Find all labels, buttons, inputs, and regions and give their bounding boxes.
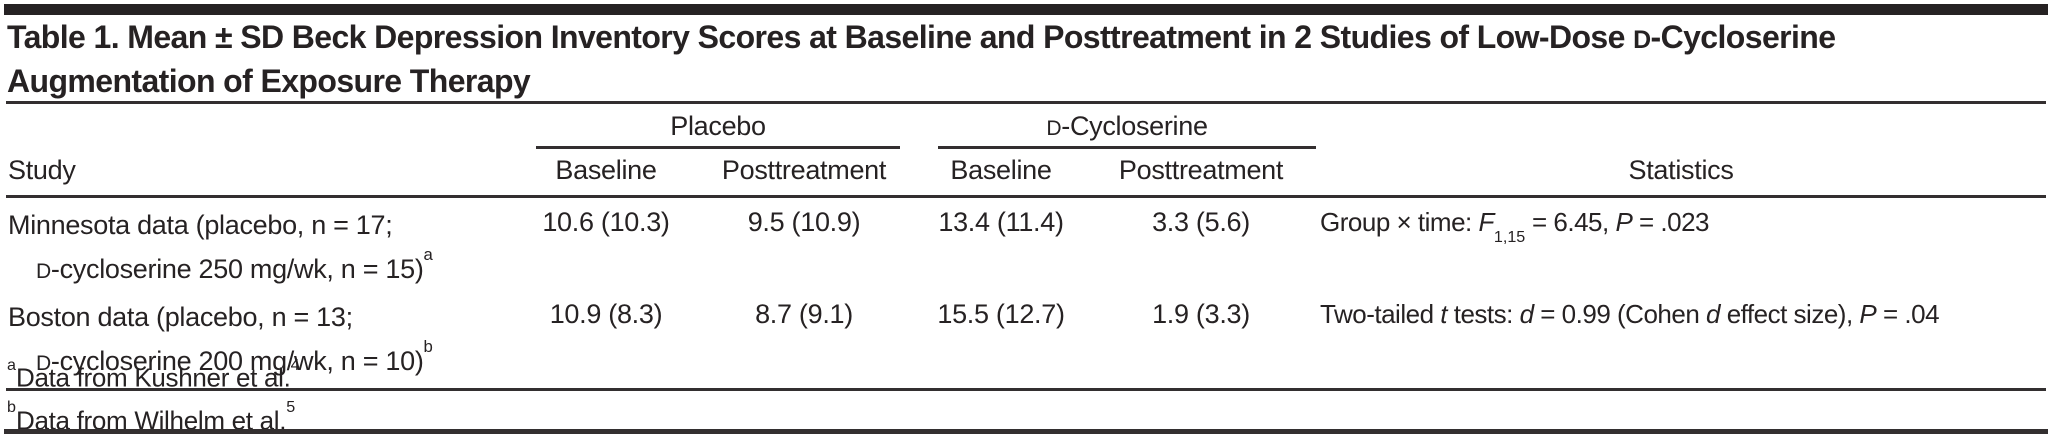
- stats-text: = .04: [1876, 299, 1940, 329]
- title-text-cycloserine: -Cycloserine: [1650, 19, 1836, 55]
- study-line2: D-cycloserine 250 mg/wk, n = 15)a: [8, 244, 520, 290]
- table-row-boston: Boston data (placebo, n = 13; D-cycloser…: [6, 290, 2046, 390]
- footnote-mark-b: b: [423, 337, 433, 357]
- footnote-a-mark: a: [7, 355, 16, 374]
- footnote-a: aData from Kushner et al.4: [7, 354, 2046, 397]
- dcycloserine-group-label: D-Cycloserine: [938, 111, 1317, 149]
- column-header-placebo-posttreatment: Posttreatment: [721, 155, 887, 185]
- stats-d-symbol: d: [1706, 299, 1720, 329]
- title-smallcap-d: D: [1633, 26, 1651, 54]
- stats-d-symbol: d: [1519, 299, 1534, 329]
- group-header-row: Placebo D-Cycloserine: [6, 103, 2046, 150]
- study-cell-boston: Boston data (placebo, n = 13; D-cycloser…: [6, 290, 520, 390]
- footnote-a-reference-number: 4: [290, 355, 300, 374]
- cell-placebo-baseline: 10.9 (8.3): [549, 299, 663, 329]
- stats-f-symbol: F: [1478, 207, 1495, 237]
- footnote-a-text: Data from Kushner et al.: [15, 362, 291, 393]
- column-header-statistics: Statistics: [1628, 155, 1734, 185]
- col-group-dcycloserine: D-Cycloserine: [916, 103, 1317, 149]
- stats-p-symbol: P: [1859, 299, 1877, 329]
- cell-dcs-baseline: 13.4 (11.4): [938, 207, 1064, 237]
- table-title-line1: Table 1. Mean ± SD Beck Depression Inven…: [7, 19, 1836, 55]
- cell-placebo-posttreatment: 8.7 (9.1): [755, 299, 853, 329]
- study-line2: D-cycloserine 200 mg/wk, n = 10)b: [8, 336, 520, 382]
- cell-statistics: Two-tailed t tests: d = 0.99 (Cohen d ef…: [1316, 290, 2046, 390]
- cell-placebo-baseline: 10.6 (10.3): [542, 207, 670, 237]
- stats-t-symbol: t: [1440, 299, 1447, 329]
- study-smallcap-d: D: [36, 260, 51, 283]
- stats-text: = 0.99 (Cohen: [1533, 299, 1707, 329]
- placebo-group-text: Placebo: [670, 111, 766, 141]
- title-text: Table 1. Mean ± SD Beck Depression Inven…: [7, 19, 1634, 55]
- group-header-spacer-study: [6, 103, 520, 150]
- col-group-placebo: Placebo: [520, 103, 916, 149]
- cell-statistics: Group × time: F1,15 = 6.45, P = .023: [1316, 197, 2046, 291]
- data-table: Placebo D-Cycloserine Study Baseline Pos…: [6, 101, 2047, 391]
- placebo-group-label: Placebo: [536, 111, 901, 149]
- dcs-smallcap-d: D: [1046, 117, 1062, 140]
- bottom-rule: [4, 429, 2048, 434]
- study-line1: Boston data (placebo, n = 13;: [8, 302, 353, 332]
- footnote-b-reference-number: 5: [286, 398, 296, 417]
- top-rule: [4, 4, 2048, 15]
- stats-f-subscript: 1,15: [1493, 227, 1526, 246]
- column-header-dcs-baseline: Baseline: [950, 155, 1052, 185]
- study-line1: Minnesota data (placebo, n = 17;: [8, 210, 393, 240]
- column-header-study: Study: [8, 155, 76, 185]
- group-header-spacer-stats: [1316, 103, 2046, 150]
- stats-text: = 6.45,: [1525, 207, 1616, 237]
- stats-text: Two-tailed: [1320, 299, 1441, 329]
- cell-dcs-posttreatment: 3.3 (5.6): [1152, 207, 1250, 237]
- dcs-group-text: -Cycloserine: [1061, 111, 1208, 141]
- column-header-placebo-baseline: Baseline: [555, 155, 657, 185]
- cell-placebo-posttreatment: 9.5 (10.9): [747, 207, 861, 237]
- cell-dcs-posttreatment: 1.9 (3.3): [1152, 299, 1250, 329]
- column-header-row: Study Baseline Posttreatment Baseline Po…: [6, 149, 2046, 197]
- stats-text: effect size),: [1719, 299, 1860, 329]
- table-footnotes: aData from Kushner et al.4 bData from Wi…: [7, 354, 2046, 439]
- column-header-dcs-posttreatment: Posttreatment: [1118, 155, 1284, 185]
- study-smallcap-d: D: [36, 352, 51, 375]
- study-line2-text: -cycloserine 200 mg/wk, n = 10): [50, 346, 424, 376]
- study-cell-minnesota: Minnesota data (placebo, n = 17; D-cyclo…: [6, 197, 520, 291]
- footnote-mark-a: a: [423, 245, 433, 265]
- table-title-line2: Augmentation of Exposure Therapy: [7, 63, 531, 99]
- cell-dcs-baseline: 15.5 (12.7): [937, 299, 1065, 329]
- stats-p-symbol: P: [1615, 207, 1633, 237]
- stats-text: tests:: [1447, 299, 1520, 329]
- table-title: Table 1. Mean ± SD Beck Depression Inven…: [7, 17, 2046, 102]
- footnote-b-mark: b: [7, 398, 16, 417]
- stats-text: Group × time:: [1320, 207, 1479, 237]
- study-line2-text: -cycloserine 250 mg/wk, n = 15): [50, 254, 424, 284]
- stats-text: = .023: [1632, 207, 1710, 237]
- table-row-minnesota: Minnesota data (placebo, n = 17; D-cyclo…: [6, 197, 2046, 291]
